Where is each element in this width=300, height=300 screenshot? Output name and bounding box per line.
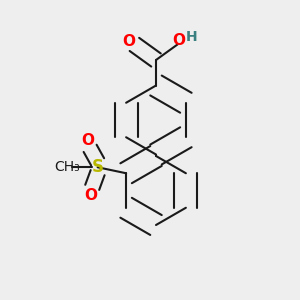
Text: CH₃: CH₃ bbox=[55, 160, 80, 174]
Text: S: S bbox=[92, 158, 104, 176]
Text: O: O bbox=[122, 34, 136, 50]
Text: O: O bbox=[81, 133, 94, 148]
Text: H: H bbox=[186, 30, 197, 44]
Text: O: O bbox=[84, 188, 97, 203]
Text: O: O bbox=[172, 33, 186, 48]
